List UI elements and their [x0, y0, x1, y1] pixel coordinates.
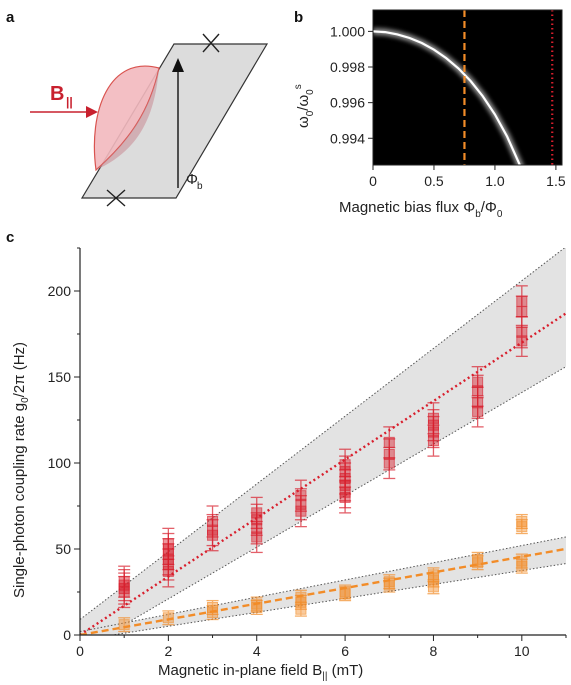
flux-tuning-heatmap: 0 0.5 1.0 1.5 1.000 0.998 0.996 0.994 Magnetic … — [293, 9, 566, 220]
c-xlabel: Magnetic in-plane field B|| (mT) — [158, 662, 363, 682]
b-xtick-label: 0 — [369, 173, 377, 189]
b-ytick-label: 0.994 — [330, 130, 365, 146]
field-subscript: || — [66, 95, 73, 109]
data-point — [427, 424, 440, 457]
c-xtick-label: 10 — [514, 643, 530, 659]
data-point — [471, 395, 484, 428]
b-ytick-label: 1.000 — [330, 23, 365, 39]
data-point — [383, 577, 396, 593]
panel-label-a: a — [6, 9, 15, 26]
junction-cross-top — [202, 33, 220, 53]
fit-line-2 — [80, 547, 566, 635]
panel-label-b: b — [294, 9, 303, 26]
data-point — [118, 575, 131, 609]
band-edge-1-lower — [105, 366, 566, 635]
field-symbol: B — [50, 83, 64, 105]
flux-loop-schematic: B || Φ b — [30, 33, 269, 207]
resonance-curve — [373, 30, 521, 165]
confidence-band-1 — [80, 248, 566, 635]
fit-line-1 — [80, 312, 566, 635]
c-ylabel: Single-photon coupling rate g0/2π (Hz) — [11, 342, 31, 598]
data-point — [250, 520, 263, 554]
c-xtick-label: 0 — [76, 643, 84, 659]
panel-label-c: c — [6, 229, 14, 246]
flux-symbol: Φ — [186, 171, 198, 188]
data-point — [383, 446, 396, 480]
band-edge-2-lower — [109, 563, 566, 635]
data-point — [471, 555, 484, 571]
b-ytick-label: 0.998 — [330, 59, 365, 75]
c-xtick-label: 4 — [253, 643, 261, 659]
band-edge-1-upper — [80, 248, 566, 620]
data-point — [339, 586, 352, 602]
c-ytick-label: 150 — [48, 369, 72, 385]
data-point — [162, 610, 175, 626]
data-point — [427, 579, 440, 595]
field-arrowhead — [86, 106, 98, 118]
data-point — [515, 558, 528, 574]
c-ytick-label: 50 — [55, 541, 71, 557]
junction-cross-bottom — [106, 189, 126, 207]
b-xlabel: Magnetic bias flux Φb/Φ0 — [339, 199, 503, 220]
flux-arrowhead — [172, 58, 184, 72]
c-xtick-label: 2 — [164, 643, 172, 659]
data-point — [206, 605, 219, 621]
b-ylabel: ω0/ω0s — [293, 84, 316, 128]
b-xtick-label: 1.0 — [485, 173, 505, 189]
c-ytick-label: 0 — [63, 627, 71, 643]
data-point — [118, 617, 131, 633]
data-point — [515, 324, 528, 358]
data-point — [250, 599, 263, 616]
b-ytick-label: 0.996 — [330, 95, 365, 111]
data-point — [339, 481, 352, 514]
c-xtick-label: 8 — [430, 643, 438, 659]
confidence-band-2 — [80, 536, 566, 635]
data-point — [162, 527, 175, 560]
data-point — [294, 601, 307, 617]
c-xtick-label: 6 — [341, 643, 349, 659]
b-xtick-label: 0.5 — [424, 173, 444, 189]
b-frame — [372, 9, 563, 166]
b-xtick-label: 1.5 — [546, 173, 566, 189]
data-point — [515, 519, 528, 535]
c-ytick-label: 100 — [48, 455, 72, 471]
data-point — [206, 519, 219, 552]
data-point — [294, 495, 307, 528]
field-loop-shade — [96, 68, 159, 170]
c-ytick-label: 200 — [48, 283, 72, 299]
flux-subscript: b — [197, 181, 203, 192]
